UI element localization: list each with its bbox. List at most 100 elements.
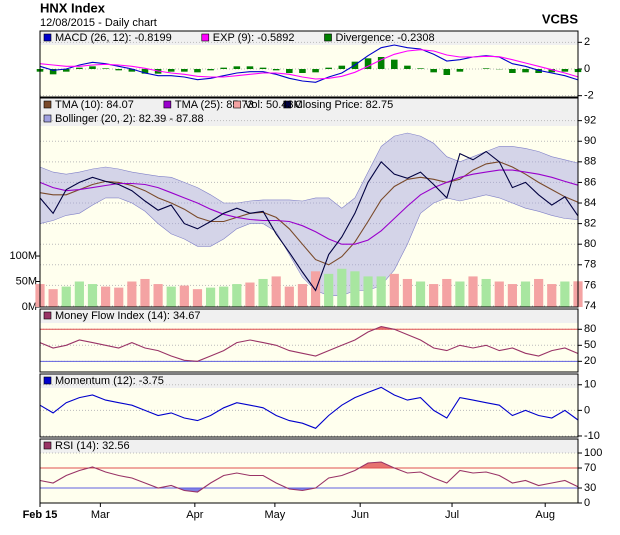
y-tick-label: 80 xyxy=(584,238,596,250)
y-tick-label: -2 xyxy=(584,90,594,102)
y-tick-label: 92 xyxy=(584,115,596,127)
y-tick-label: 86 xyxy=(584,176,596,188)
volume-bar xyxy=(101,286,111,307)
y-tick-label: 78 xyxy=(584,259,596,271)
volume-bar xyxy=(192,289,203,307)
volume-bar xyxy=(284,286,294,307)
panel-background xyxy=(40,98,578,307)
volume-bar xyxy=(429,284,439,307)
divergence-bar xyxy=(338,65,346,69)
legend-swatch xyxy=(163,100,172,109)
y-tick-label: 10 xyxy=(584,379,596,391)
legend-label: MACD (26, 12): -0.8199 xyxy=(55,32,172,44)
divergence-bar xyxy=(89,66,96,69)
divergence-bar xyxy=(102,68,109,69)
volume-bar xyxy=(297,284,308,307)
x-tick-label: Jun xyxy=(351,509,369,521)
chart-title: HNX Index xyxy=(40,0,106,15)
panel-border xyxy=(39,30,579,98)
volume-bar xyxy=(219,286,229,307)
divergence-bar xyxy=(430,69,437,73)
legend-swatch xyxy=(43,311,52,320)
divergence-bar xyxy=(377,57,385,69)
x-tick-label: Mar xyxy=(91,509,110,521)
x-tick-label: Jul xyxy=(445,509,459,521)
divergence-bar xyxy=(417,68,424,69)
legend-swatch xyxy=(43,33,52,42)
volume-bar xyxy=(376,276,386,307)
divergence-bar xyxy=(391,59,398,69)
divergence-bar xyxy=(62,69,70,72)
series-line xyxy=(39,169,579,245)
volume-bar xyxy=(271,276,281,307)
legend-swatch xyxy=(43,100,52,109)
divergence-bar xyxy=(220,67,227,69)
legend-label: TMA (10): 84.07 xyxy=(55,99,134,111)
y-tick-label: 82 xyxy=(584,218,596,230)
series-line xyxy=(39,461,579,493)
y-tick-label: 50 xyxy=(584,339,596,351)
y-tick-label: 0 xyxy=(584,404,590,416)
volume-bar xyxy=(324,273,334,307)
volume-bar xyxy=(534,278,544,307)
series-line xyxy=(39,49,579,80)
legend-label: Bollinger (20, 2): 82.39 - 87.88 xyxy=(55,113,204,125)
chart-subtitle: 12/08/2015 - Daily chart xyxy=(40,17,157,29)
y2-tick-label: 50M xyxy=(16,275,37,287)
panel-border xyxy=(39,438,579,504)
legend-strip xyxy=(40,31,578,45)
volume-bar xyxy=(481,278,491,307)
series-line xyxy=(39,326,579,362)
volume-bar xyxy=(74,281,84,307)
volume-bar xyxy=(455,281,465,307)
volume-bar xyxy=(494,281,504,307)
y-tick-label: 84 xyxy=(584,197,596,209)
legend-strip xyxy=(40,374,578,388)
divergence-bar xyxy=(443,69,451,75)
y-tick-label: 0 xyxy=(584,63,590,75)
y-tick-label: 88 xyxy=(584,156,596,168)
legend-strip xyxy=(40,98,578,126)
volume-bar xyxy=(127,281,137,307)
legend-label: Vol: 50.43M xyxy=(245,99,303,111)
y-tick-label: -10 xyxy=(584,430,600,442)
y2-tick-label: 100M xyxy=(9,250,37,262)
divergence-bar xyxy=(509,69,516,73)
legend-label: Divergence: -0.2308 xyxy=(336,32,435,44)
divergence-bar xyxy=(167,69,175,72)
divergence-bar xyxy=(299,69,306,73)
legend-strip xyxy=(40,309,578,323)
volume-bar xyxy=(468,276,478,307)
legend-swatch xyxy=(283,100,292,109)
volume-bar xyxy=(547,284,557,307)
x-tick-label: Aug xyxy=(535,509,555,521)
panel-border xyxy=(39,308,579,373)
y-tick-label: 20 xyxy=(584,355,596,367)
divergence-bar xyxy=(364,58,372,69)
volume-bar xyxy=(232,284,242,307)
y-tick-label: 80 xyxy=(584,323,596,335)
panel-border xyxy=(39,373,579,438)
volume-bar xyxy=(258,278,268,307)
y-tick-label: 74 xyxy=(584,300,596,312)
volume-bar xyxy=(507,284,517,307)
divergence-bar xyxy=(522,69,529,73)
volume-bar xyxy=(179,285,189,307)
y-tick-label: 0 xyxy=(584,497,590,509)
divergence-bar xyxy=(76,67,83,69)
y-tick-label: 30 xyxy=(584,482,596,494)
divergence-bar xyxy=(482,68,490,69)
divergence-bar xyxy=(286,69,293,73)
legend-label: Money Flow Index (14): 34.67 xyxy=(55,310,201,322)
x-tick-label: Feb 15 xyxy=(23,509,58,521)
legend-swatch xyxy=(233,100,241,109)
series-line xyxy=(39,161,579,266)
volume-bar xyxy=(140,278,150,307)
divergence-bar xyxy=(115,69,123,71)
legend-label: RSI (14): 32.56 xyxy=(55,440,130,452)
volume-bar xyxy=(560,281,570,307)
divergence-bar xyxy=(128,69,136,72)
volume-bar xyxy=(520,281,531,307)
volume-bar xyxy=(61,286,71,307)
volume-bar xyxy=(350,271,360,307)
